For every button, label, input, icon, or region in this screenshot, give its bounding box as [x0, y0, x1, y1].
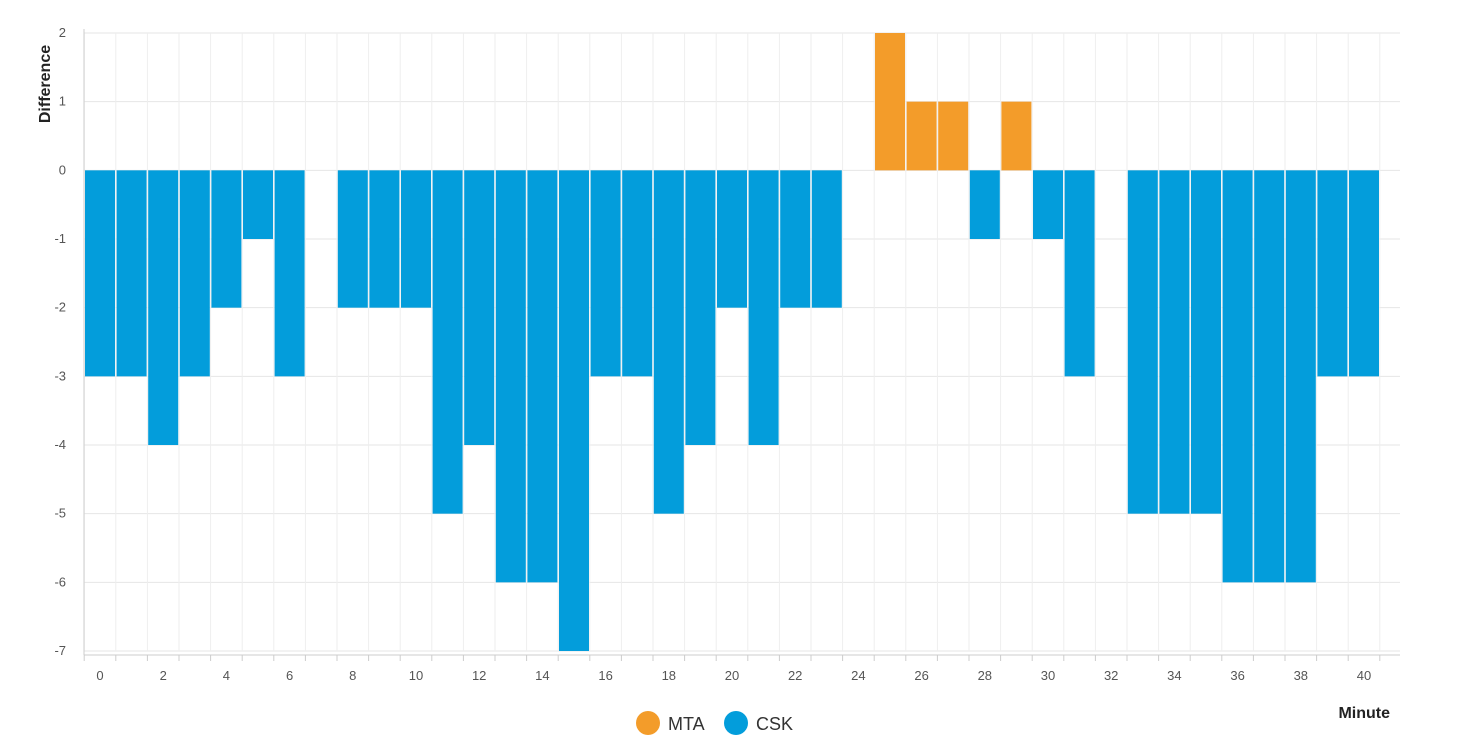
x-tick-label: 8	[349, 668, 356, 683]
legend-swatch-csk[interactable]	[724, 711, 748, 735]
bar-csk-minute-33[interactable]	[1127, 170, 1158, 514]
tick-labels: 210-1-2-3-4-5-6-70 2 4 6 8 10 12 14 16 18 20 22 24 26…	[54, 25, 1371, 683]
y-tick-label: 1	[59, 94, 66, 109]
bar-csk-minute-21[interactable]	[748, 170, 779, 446]
bar-csk-minute-0[interactable]	[85, 170, 115, 377]
bar-csk-minute-19[interactable]	[685, 170, 716, 446]
x-tick-label: 14	[535, 668, 549, 683]
bar-csk-minute-38[interactable]	[1285, 170, 1316, 583]
y-tick-label: -5	[54, 506, 66, 521]
y-tick-label: -7	[54, 643, 66, 658]
legend-label-mta[interactable]: MTA	[668, 714, 705, 734]
x-tick-label: 20	[725, 668, 739, 683]
bar-csk-minute-16[interactable]	[590, 170, 621, 377]
bar-csk-minute-14[interactable]	[527, 170, 558, 583]
bar-csk-minute-40[interactable]	[1349, 170, 1379, 377]
bar-csk-minute-34[interactable]	[1159, 170, 1190, 514]
x-tick-label: 22	[788, 668, 802, 683]
bar-csk-minute-12[interactable]	[464, 170, 495, 446]
x-tick-label: 32	[1104, 668, 1118, 683]
x-tick-label: 34	[1167, 668, 1181, 683]
bar-mta-minute-27[interactable]	[938, 101, 969, 171]
legend-label-csk[interactable]: CSK	[756, 714, 793, 734]
x-tick-label: 6	[286, 668, 293, 683]
bar-csk-minute-6[interactable]	[274, 170, 305, 377]
x-tick-label: 38	[1294, 668, 1308, 683]
bar-mta-minute-29[interactable]	[1001, 101, 1032, 171]
bar-csk-minute-2[interactable]	[148, 170, 179, 446]
x-tick-label: 16	[598, 668, 612, 683]
bar-csk-minute-5[interactable]	[243, 170, 273, 239]
legend: MTA CSK	[636, 711, 793, 735]
y-tick-label: -2	[54, 300, 66, 315]
x-axis-title: Minute	[1338, 705, 1390, 722]
bar-csk-minute-11[interactable]	[432, 170, 463, 514]
bar-csk-minute-17[interactable]	[622, 170, 653, 377]
bar-csk-minute-36[interactable]	[1222, 170, 1253, 583]
bar-csk-minute-35[interactable]	[1191, 170, 1221, 514]
y-tick-label: -1	[54, 231, 66, 246]
bar-csk-minute-18[interactable]	[653, 170, 684, 514]
x-tick-label: 10	[409, 668, 423, 683]
bar-mta-minute-25[interactable]	[875, 33, 905, 171]
bar-csk-minute-23[interactable]	[811, 170, 842, 308]
bar-csk-minute-3[interactable]	[179, 170, 210, 377]
axes	[83, 29, 1400, 661]
x-tick-label: 2	[160, 668, 167, 683]
bar-csk-minute-31[interactable]	[1064, 170, 1095, 377]
bar-csk-minute-39[interactable]	[1317, 170, 1348, 377]
y-tick-label: -3	[54, 368, 66, 383]
y-tick-label: -4	[54, 437, 66, 452]
bar-csk-minute-22[interactable]	[780, 170, 811, 308]
x-tick-label: 28	[978, 668, 992, 683]
bar-csk-minute-9[interactable]	[369, 170, 400, 308]
bar-csk-minute-20[interactable]	[717, 170, 747, 308]
x-tick-label: 30	[1041, 668, 1055, 683]
bar-csk-minute-10[interactable]	[401, 170, 431, 308]
y-tick-label: 2	[59, 25, 66, 40]
x-tick-label: 36	[1230, 668, 1244, 683]
x-tick-label: 18	[662, 668, 676, 683]
bar-csk-minute-13[interactable]	[495, 170, 526, 583]
bar-csk-minute-28[interactable]	[969, 170, 1000, 239]
x-tick-label: 12	[472, 668, 486, 683]
bar-mta-minute-26[interactable]	[906, 101, 937, 171]
bar-csk-minute-37[interactable]	[1254, 170, 1285, 583]
grid	[83, 32, 1400, 652]
y-tick-label: -6	[54, 574, 66, 589]
legend-swatch-mta[interactable]	[636, 711, 660, 735]
bar-csk-minute-1[interactable]	[116, 170, 147, 377]
bars	[85, 33, 1379, 652]
y-axis-title: Difference	[37, 45, 54, 123]
x-tick-label: 4	[223, 668, 230, 683]
bar-csk-minute-15[interactable]	[559, 170, 589, 652]
x-tick-label: 40	[1357, 668, 1371, 683]
bar-csk-minute-8[interactable]	[337, 170, 368, 308]
bar-csk-minute-4[interactable]	[211, 170, 242, 308]
bar-csk-minute-30[interactable]	[1033, 170, 1063, 239]
x-tick-label: 26	[914, 668, 928, 683]
x-tick-label: 24	[851, 668, 865, 683]
y-tick-label: 0	[59, 162, 66, 177]
x-tick-label: 0	[96, 668, 103, 683]
